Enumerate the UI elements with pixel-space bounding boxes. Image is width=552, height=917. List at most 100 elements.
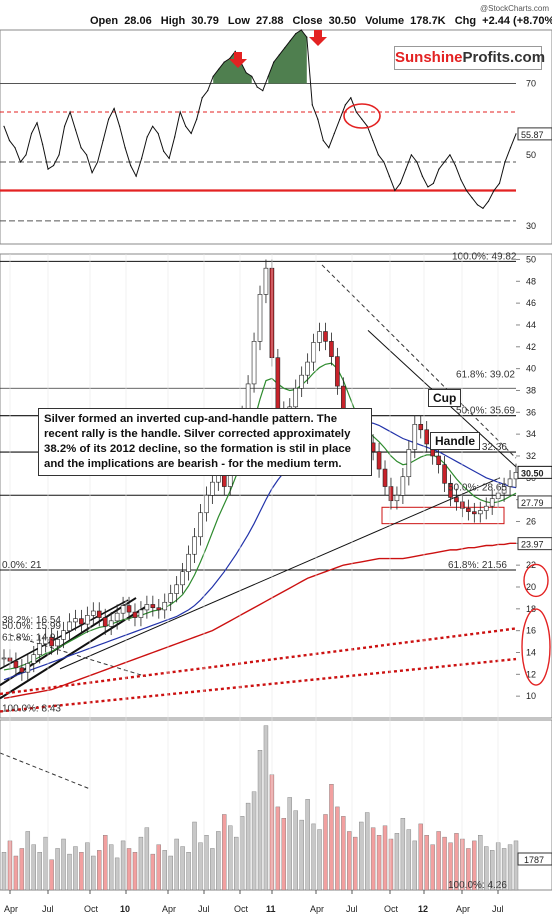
rsi-point [157, 132, 159, 135]
volume-bar [222, 814, 227, 891]
volume-bar [388, 838, 394, 891]
rsi-point [394, 189, 396, 192]
volume-bar [406, 829, 412, 891]
volume-bar [370, 827, 376, 891]
price-candle [156, 607, 162, 611]
fib-level-label: 61.8%: 21.56 [448, 560, 507, 571]
price-tick-label: 50 [526, 254, 536, 264]
volume-bar [239, 816, 245, 891]
rsi-panel: 30 50 70 55.87 [0, 29, 552, 245]
price-candle [257, 294, 263, 342]
rsi-point [80, 147, 82, 149]
trend-line [0, 605, 147, 700]
price-tick-label: 12 [526, 669, 536, 679]
volume-bar [454, 833, 459, 891]
price-candle [299, 374, 304, 389]
rsi-point [333, 132, 335, 135]
rsi-point [267, 75, 269, 77]
volume-bar [174, 838, 179, 891]
rsi-point [201, 97, 203, 99]
rsi-point [14, 147, 16, 149]
price-candle [448, 482, 453, 498]
volume-bar [484, 846, 489, 891]
price-candle [73, 618, 78, 623]
rsi-point [47, 168, 49, 170]
x-tick-label: Jul [492, 904, 504, 914]
moving-average-red [3, 542, 516, 700]
x-tick-label: Apr [4, 904, 18, 914]
price-candle [13, 660, 19, 669]
volume-bar [311, 823, 316, 891]
price-candle [376, 451, 382, 470]
volume-bar [448, 842, 453, 891]
price-candle [120, 605, 126, 614]
price-candle [67, 621, 72, 631]
red-channel-upper [0, 627, 517, 696]
volume-bar [382, 825, 388, 891]
rsi-point [207, 90, 209, 92]
x-tick-label: Apr [162, 904, 176, 914]
trend-line [0, 752, 91, 790]
close-value: 30.50 [329, 15, 357, 27]
volume-bar [79, 852, 84, 891]
volume-value: 178.7K [410, 15, 446, 27]
price-tick-label: 48 [526, 276, 536, 286]
open-label: Open [90, 15, 118, 27]
volume-bar [156, 844, 161, 891]
volume-bar [430, 844, 435, 891]
volume-bar [114, 857, 120, 891]
volume-bar [25, 831, 31, 891]
rsi-point [168, 157, 170, 159]
volume-bar [341, 816, 346, 891]
price-candle [466, 508, 471, 512]
price-candle [96, 610, 102, 618]
volume-bar [13, 855, 19, 891]
price-candle [102, 617, 108, 627]
axis-highlight-ellipse [521, 608, 551, 686]
price-candle [186, 553, 191, 573]
fib-level-label: 100.0%: 49.82 [452, 251, 517, 262]
support-zone-rect [381, 506, 505, 525]
price-last-value: 30.50 [521, 468, 544, 478]
rsi-point [421, 175, 424, 177]
rsi-point [399, 182, 401, 184]
price-tick-label: 14 [526, 647, 536, 657]
x-tick-label: 10 [120, 904, 130, 914]
volume-bar [162, 850, 167, 891]
price-candle [424, 429, 429, 445]
rsi-point [465, 189, 468, 192]
rsi-last-value-box [517, 127, 552, 141]
price-last-value-box [517, 465, 552, 479]
rsi-point [141, 157, 143, 159]
rsi-point [25, 154, 27, 156]
rsi-point [482, 207, 484, 209]
volume-bar [251, 791, 257, 891]
price-candle [412, 424, 418, 450]
volume-label: Volume [365, 15, 404, 27]
price-candle [335, 356, 340, 387]
rsi-point [405, 168, 407, 170]
rsi-point [96, 161, 99, 163]
rsi-point [179, 111, 181, 113]
price-candle [460, 501, 465, 509]
rsi-point [218, 68, 220, 70]
price-tick-label: 44 [526, 320, 536, 330]
rsi-point [196, 118, 198, 120]
axis-highlight-ellipse [523, 563, 549, 598]
rsi-point [498, 182, 501, 184]
chg-value: +2.44 (+8.70%) [482, 15, 552, 27]
price-candle [275, 357, 281, 411]
volume-bar [132, 852, 138, 891]
volume-bar [97, 850, 102, 891]
price-candle [108, 620, 114, 627]
price-tick-label: 46 [526, 298, 536, 308]
price-candle [388, 486, 394, 502]
volume-bar [103, 835, 108, 891]
x-tick-label: Apr [310, 904, 324, 914]
price-candle [394, 494, 400, 502]
price-candle [114, 612, 120, 622]
rsi-point [36, 122, 38, 124]
volume-fib-label: 100.0%: 4.26 [448, 880, 507, 891]
rsi-point [317, 118, 319, 120]
rsi-point [515, 133, 517, 135]
